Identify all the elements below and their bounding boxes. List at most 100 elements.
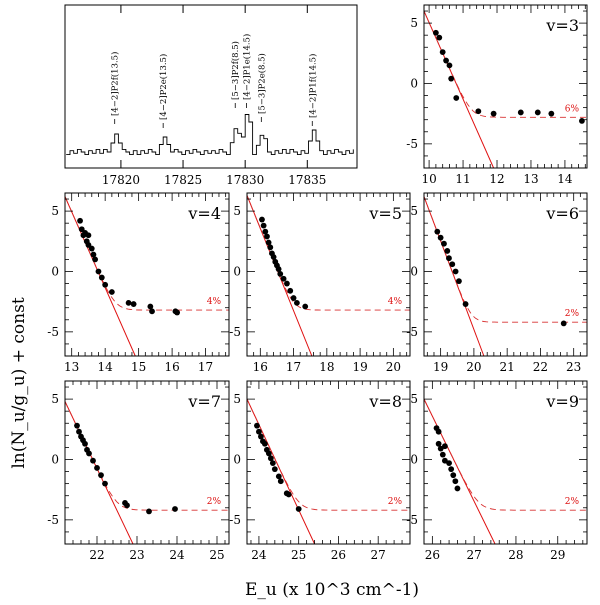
data-point	[454, 485, 461, 492]
line-id-label: [4−2]P2f(13.5)	[110, 52, 121, 116]
data-point	[444, 248, 451, 254]
xtick-label: 27	[467, 548, 482, 562]
data-point	[441, 240, 447, 247]
data-point	[446, 255, 452, 262]
panel-v3: 10 11 12 13 14 -5 0 5 v=3 6%	[406, 4, 588, 186]
xtick-label: 23	[566, 360, 581, 374]
data-point	[475, 108, 482, 115]
xtick-label: 24	[169, 548, 185, 562]
data-point	[265, 450, 272, 457]
xtick-label: 14	[98, 360, 114, 374]
data-point	[269, 460, 276, 467]
data-point	[265, 239, 272, 246]
spectrum-trace	[66, 114, 354, 156]
data-point	[259, 216, 265, 223]
xtick-label: 26	[331, 548, 346, 562]
percent-label: 6%	[565, 104, 580, 114]
panel-label: v=7	[187, 392, 221, 411]
data-point	[439, 49, 446, 55]
data-point	[267, 455, 274, 462]
ytick-label: -5	[229, 513, 241, 527]
spectrum-frame	[64, 4, 358, 169]
data-point	[456, 278, 462, 285]
fit-line	[424, 10, 495, 168]
data-point	[124, 502, 130, 509]
data-point	[287, 287, 294, 294]
line-id-label: [4−2]P1f(14.5)	[307, 54, 318, 118]
ytick-label: 5	[410, 204, 418, 218]
ytick-label: 0	[410, 264, 418, 278]
xtick-label: 23	[129, 548, 144, 562]
ytick-label: -5	[229, 325, 241, 339]
data-point	[270, 254, 277, 260]
data-point	[548, 110, 555, 117]
data-point	[284, 280, 290, 287]
data-point	[446, 460, 452, 467]
data-point	[436, 34, 443, 41]
data-point	[82, 440, 88, 447]
spectrum-xtick-label: 17825	[164, 173, 202, 187]
ytick-label: 5	[51, 204, 59, 218]
y-axis-title: ln(N_u/g_u) + const	[9, 297, 29, 469]
data-point	[94, 465, 100, 471]
data-point	[452, 478, 459, 485]
ytick-label: -5	[406, 325, 418, 339]
data-point	[441, 443, 448, 450]
xtick-label: 16	[253, 360, 268, 374]
panel-label: v=3	[545, 16, 579, 35]
xtick-label: 13	[523, 172, 538, 186]
ytick-label: -5	[406, 137, 418, 151]
line-id-label: [5−3]P2e(8.5)	[256, 53, 267, 114]
xtick-label: 25	[209, 548, 224, 562]
xtick-label: 22	[89, 548, 104, 562]
data-point	[453, 95, 460, 101]
panel-frame	[423, 4, 588, 169]
xtick-label: 20	[466, 360, 481, 374]
percent-label: 2%	[207, 497, 222, 507]
data-point	[290, 295, 297, 301]
spectrum-xtick-label: 17820	[102, 173, 140, 187]
percent-label: 2%	[565, 309, 580, 319]
panel-v7: 22 23 24 25 -5 0 5 v=7 2%	[47, 380, 230, 562]
ytick-label: 0	[51, 264, 59, 278]
xtick-label: 26	[425, 548, 440, 562]
data-point	[146, 508, 152, 515]
data-point	[260, 222, 267, 229]
spectrum-panel: 17820 17825 17830 17835 [4−2]P2f(13.5) [4−2]P…	[64, 4, 358, 187]
data-point	[517, 109, 524, 116]
ytick-label: 0	[410, 452, 418, 466]
data-point	[254, 422, 260, 429]
panel-v4: 13 14 15 16 17 -5 0 5 v=4 4%	[47, 192, 230, 374]
data-point	[256, 428, 262, 435]
data-point	[275, 473, 282, 480]
data-point	[86, 450, 92, 457]
data-point	[448, 466, 455, 473]
panel-label: v=4	[187, 204, 221, 223]
xtick-label: 16	[164, 360, 179, 374]
xtick-label: 18	[319, 360, 334, 374]
panel-frame	[64, 192, 230, 357]
ytick-label: -5	[47, 513, 59, 527]
data-point	[443, 57, 449, 64]
panel-frame	[246, 192, 411, 357]
data-point	[102, 480, 108, 487]
data-point	[446, 62, 453, 69]
data-point	[85, 232, 92, 239]
data-point	[147, 303, 154, 310]
panel-frame	[423, 192, 588, 357]
data-point	[90, 251, 97, 258]
xtick-label: 17	[198, 360, 213, 374]
data-point	[98, 472, 104, 479]
panel-label: v=6	[545, 204, 579, 223]
excitation-panels: 10 11 12 13 14-505 v=36%13 14 15 16 17-505 v=44%16…	[47, 4, 588, 562]
xtick-label: 12	[489, 172, 504, 186]
data-point	[102, 281, 109, 288]
percent-label: 2%	[388, 497, 403, 507]
xtick-label: 13	[64, 360, 79, 374]
data-point	[264, 233, 270, 240]
data-point	[258, 433, 264, 440]
data-point	[261, 440, 268, 447]
xtick-label: 11	[455, 172, 470, 186]
data-point	[280, 275, 287, 282]
ytick-label: -5	[406, 513, 418, 527]
